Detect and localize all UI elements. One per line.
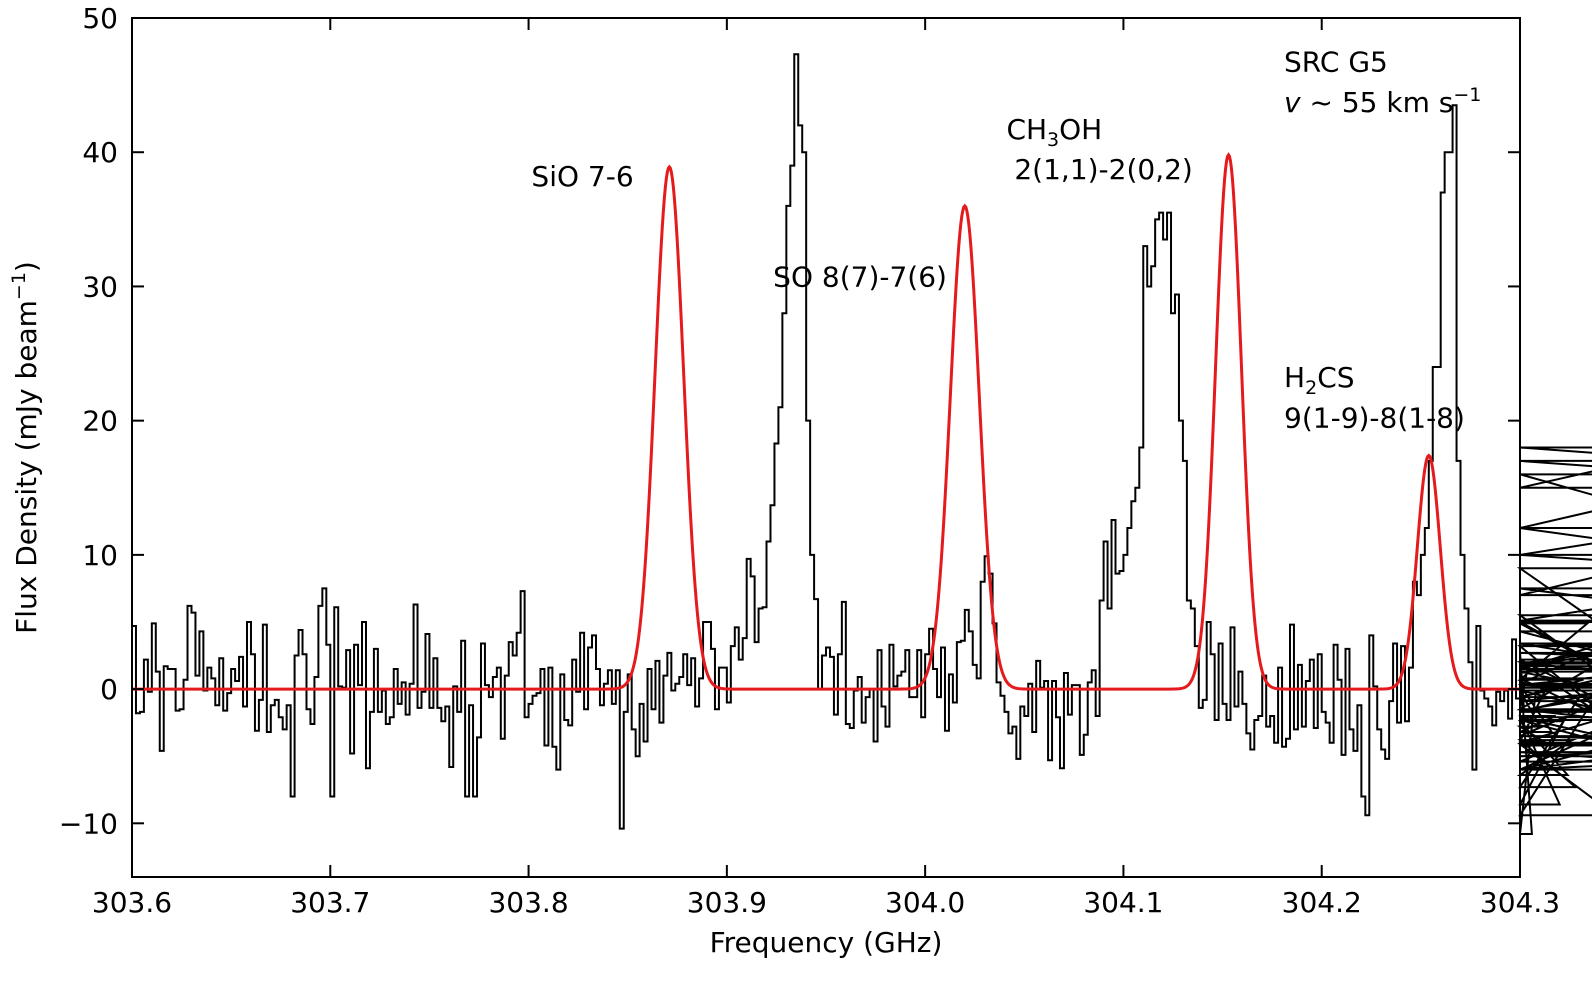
- x-tick-label: 304.1: [1083, 886, 1163, 919]
- annotations: SiO 7-6 SO 8(7)-7(6) CH3OH 2(1,1)-2(0,2)…: [531, 46, 1481, 435]
- y-tick-label: 30: [82, 270, 118, 303]
- annotation-h2cs-transition: 9(1-9)-8(1-8): [1284, 401, 1465, 434]
- plot-area: [132, 53, 1592, 836]
- x-tick-label: 303.6: [92, 886, 172, 919]
- y-tick-label: 40: [82, 136, 118, 169]
- x-tick-label: 304.0: [885, 886, 965, 919]
- y-tick-label: −10: [59, 807, 118, 840]
- x-tick-label: 303.7: [290, 886, 370, 919]
- annotation-h2cs: H2CS: [1284, 361, 1354, 399]
- x-tick-label: 303.8: [488, 886, 568, 919]
- y-axis-ticks: −10 0 10 20 30 40 50: [59, 2, 1520, 840]
- annotation-ch3oh-transition: 2(1,1)-2(0,2): [1014, 153, 1192, 186]
- y-tick-label: 50: [82, 2, 118, 35]
- annotation-so: SO 8(7)-7(6): [773, 260, 947, 293]
- x-tick-label: 304.2: [1282, 886, 1362, 919]
- y-tick-label: 20: [82, 405, 118, 438]
- annotation-source: SRC G5: [1284, 46, 1388, 79]
- y-tick-label: 0: [100, 673, 118, 706]
- y-axis-label: Flux Density (mJy beam−1): [8, 261, 43, 634]
- annotation-ch3oh: CH3OH: [1006, 113, 1102, 151]
- x-tick-label: 304.3: [1480, 886, 1560, 919]
- x-tick-label: 303.9: [687, 886, 767, 919]
- x-axis-label: Frequency (GHz): [710, 926, 943, 959]
- y-tick-label: 10: [82, 539, 118, 572]
- gaussian-fit-line: [132, 152, 1520, 691]
- spectrum-line: [132, 53, 1592, 836]
- axes-frame: [131, 17, 1521, 878]
- annotation-velocity: v ~ 55 km s−1: [1284, 84, 1481, 119]
- x-axis-ticks: 303.6 303.7 303.8 303.9 304.0 304.1 304.2 304.3: [92, 18, 1560, 919]
- annotation-sio: SiO 7-6: [531, 160, 633, 193]
